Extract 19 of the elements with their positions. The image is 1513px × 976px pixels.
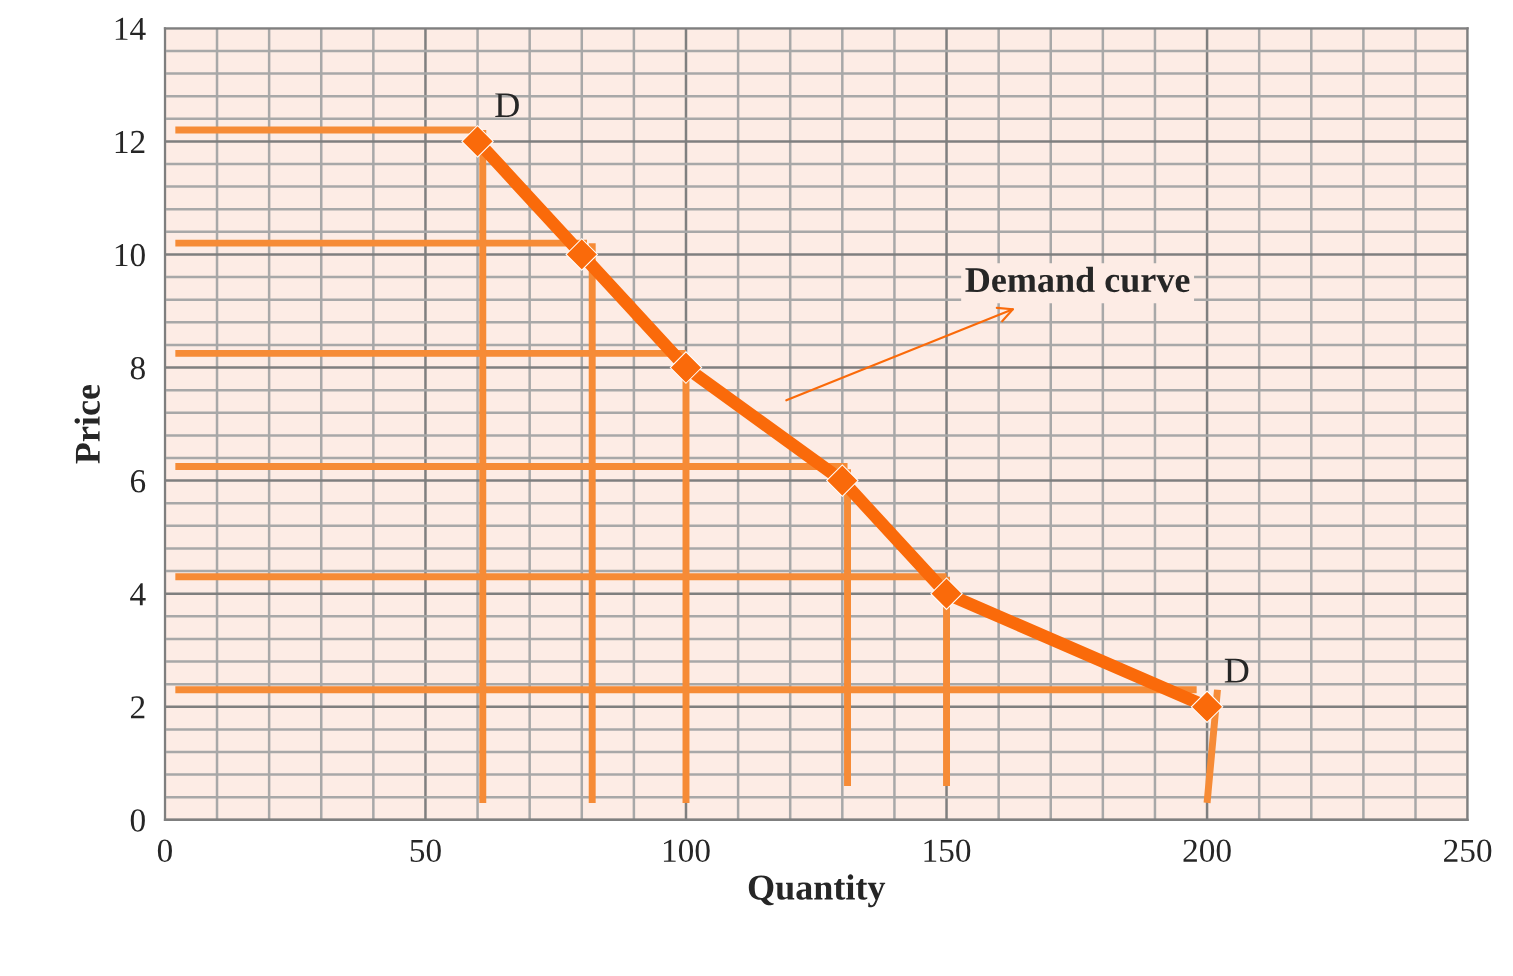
x-tick-label: 200 <box>1183 839 1231 863</box>
x-tick-label: 100 <box>663 839 710 863</box>
x-axis-title: Quantity <box>748 874 886 908</box>
x-tick-label: 0 <box>157 839 172 863</box>
x-tick-label: 50 <box>410 839 441 863</box>
annotation: Demand curve <box>965 266 1190 293</box>
y-axis-title: Price <box>74 384 100 464</box>
y-tick-label: 14 <box>115 17 146 40</box>
y-tick-label: 12 <box>115 130 145 153</box>
annotation: D <box>495 93 519 118</box>
y-tick-label: 2 <box>130 696 145 719</box>
y-tick-label: 10 <box>115 243 145 267</box>
y-tick-label: 6 <box>130 470 146 493</box>
x-tick-label: 250 <box>1444 839 1492 863</box>
y-tick-label: 8 <box>130 356 145 380</box>
y-tick-label: 4 <box>130 583 146 606</box>
y-tick-label: 0 <box>130 809 145 832</box>
annotation: D <box>1224 658 1249 683</box>
x-tick-label: 150 <box>924 839 971 863</box>
